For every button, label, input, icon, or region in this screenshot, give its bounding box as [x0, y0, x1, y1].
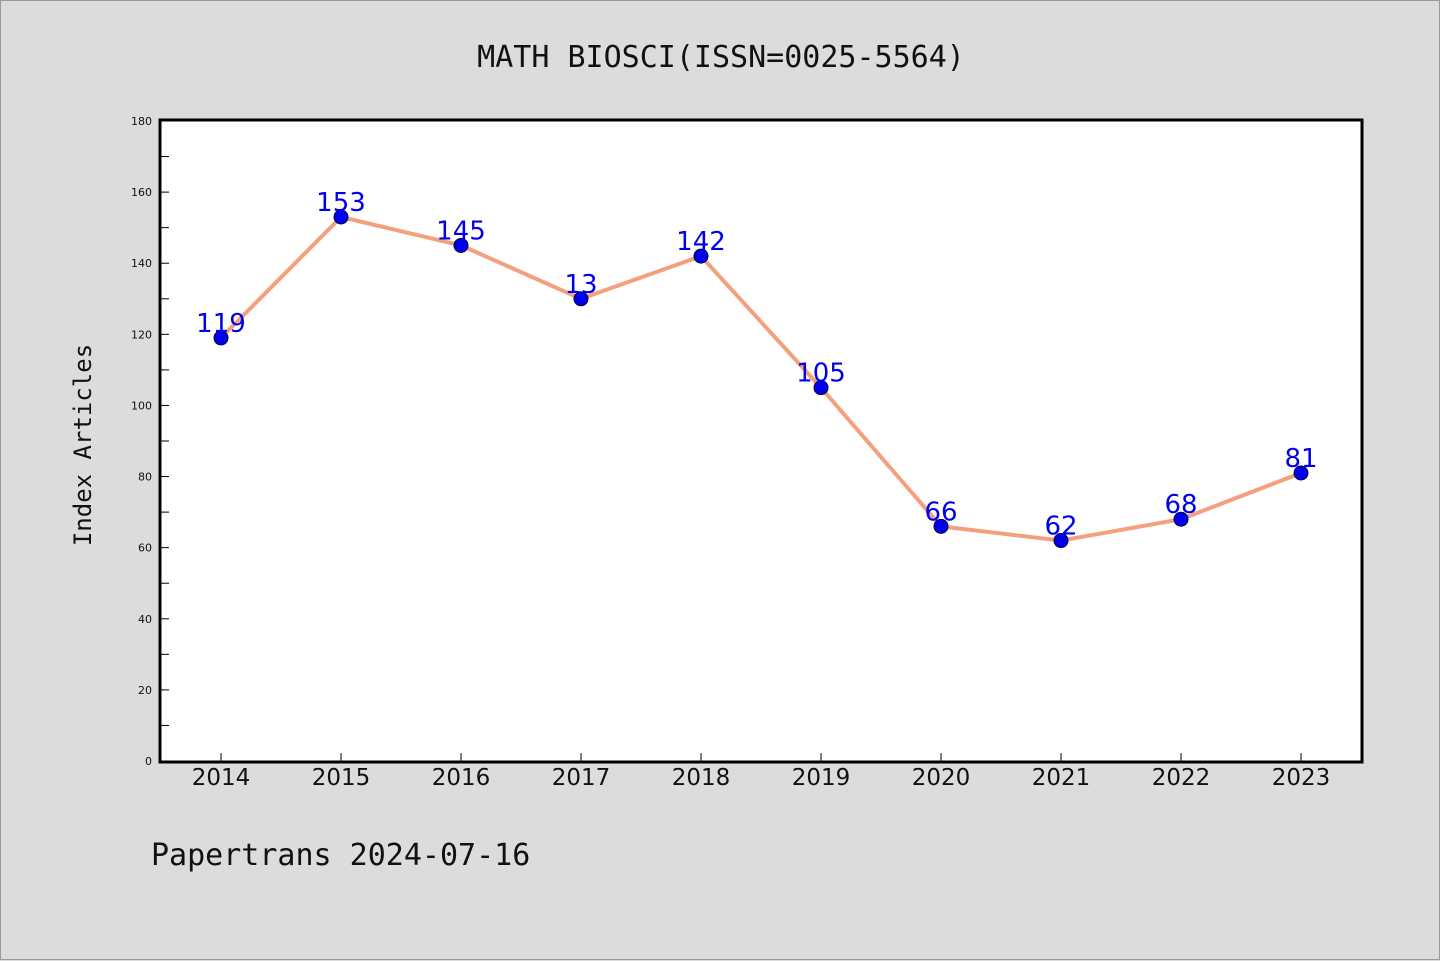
x-tick-label: 2019: [792, 765, 851, 791]
x-tick-labels: 2014 2015 2016 2017 2018 2019 2020 2021 2022 2023: [192, 765, 1331, 791]
x-tick-label: 2014: [192, 765, 251, 791]
data-point: [333, 209, 349, 225]
y-tick-label: 60: [138, 542, 152, 555]
data-label: 145: [436, 216, 486, 246]
data-point: [1173, 511, 1189, 527]
chart-title: MATH BIOSCI(ISSN=0025-5564): [477, 40, 965, 75]
data-label: 153: [316, 188, 366, 218]
footer-watermark: Papertrans 2024-07-16: [151, 838, 530, 873]
data-markers: [213, 209, 1309, 549]
data-label: 105: [796, 359, 846, 389]
data-point: [213, 330, 229, 346]
data-label: 68: [1164, 490, 1197, 520]
data-label: 66: [924, 497, 957, 527]
data-point: [1053, 533, 1069, 549]
data-label: 81: [1284, 444, 1317, 474]
y-tick-labels: 0 20 40 60 80 100 120 140 160 180: [131, 115, 152, 768]
data-label: 13: [564, 270, 597, 300]
data-point: [813, 380, 829, 396]
x-tick-label: 2021: [1032, 765, 1091, 791]
y-tick-label: 180: [131, 115, 152, 128]
y-tick-label: 40: [138, 613, 152, 626]
y-tick-label: 0: [145, 755, 152, 768]
data-point: [933, 518, 949, 534]
data-point: [453, 237, 469, 253]
plot-frame: [158, 118, 1364, 764]
y-tick-label: 20: [138, 684, 152, 697]
y-tick-label: 120: [131, 328, 152, 341]
y-tick-label: 140: [131, 257, 152, 270]
series-line: [219, 215, 1302, 543]
data-label: 142: [676, 227, 726, 257]
y-axis-label: Index Articles: [69, 344, 97, 546]
data-point: [693, 248, 709, 264]
data-point: [573, 291, 589, 307]
x-tick-label: 2020: [912, 765, 971, 791]
x-tick-label: 2017: [552, 765, 611, 791]
x-tick-label: 2015: [312, 765, 371, 791]
data-label: 62: [1044, 512, 1077, 542]
x-tick-label: 2016: [432, 765, 491, 791]
plot-area: [160, 120, 1362, 762]
x-tick-label: 2023: [1272, 765, 1331, 791]
x-tick-label: 2018: [672, 765, 731, 791]
y-tick-label: 80: [138, 471, 152, 484]
y-tick-label: 100: [131, 399, 152, 412]
y-tick-label: 160: [131, 186, 152, 199]
data-point: [1293, 465, 1309, 481]
x-tick-label: 2022: [1152, 765, 1211, 791]
data-labels: 119 153 145 13 142 105 66 62 68 81: [196, 188, 1317, 542]
data-label: 119: [196, 309, 246, 339]
